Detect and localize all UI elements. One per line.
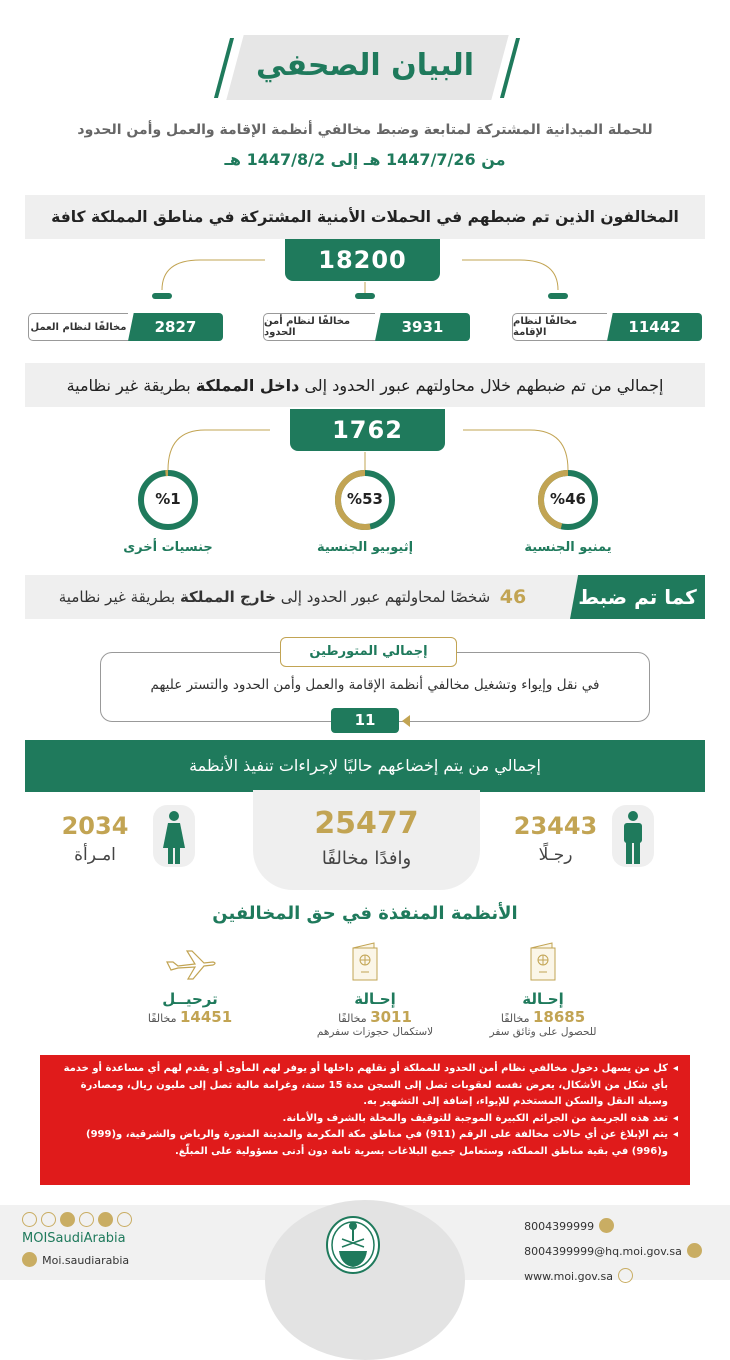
stat-label: مخالفًا لنظام أمن الحدود (263, 313, 375, 341)
inbound-total: 1762 (290, 409, 445, 451)
tiktok-icon[interactable] (79, 1212, 94, 1227)
stat-label: مخالفًا لنظام الإقامة (512, 313, 607, 341)
connector-dash (152, 293, 172, 299)
warning-box: كل من يسهل دخول مخالفي نظام أمن الحدود ل… (40, 1055, 690, 1185)
inbound-heading: إجمالي من تم ضبطهم خلال محاولتهم عبور ال… (25, 363, 705, 407)
subtitle: للحملة الميدانية المشتركة لمتابعة وضبط م… (77, 122, 653, 138)
x-icon[interactable] (22, 1212, 37, 1227)
measure-item: إحـالة 18685 مخالفًا للحصول على وثائق سف… (468, 990, 618, 1038)
snapchat-handle[interactable]: Moi.saudiarabia (42, 1254, 130, 1267)
measure-sub: لاستكمال حجوزات سفرهم (316, 1026, 434, 1038)
stat-residency: مخالفًا لنظام الإقامة 11442 (512, 313, 702, 341)
measure-value: 18685 (532, 1008, 586, 1026)
measure-item: ترحيــل 14451 مخالفًا (115, 990, 265, 1026)
date-range: من 1447/7/26 هـ إلى 1447/8/2 هـ (224, 150, 506, 169)
stat-border: مخالفًا لنظام أمن الحدود 3931 (263, 313, 470, 341)
measure-sub: للحصول على وثائق سفر (489, 1026, 597, 1038)
outbound-tab: كما تم ضبط (570, 575, 705, 619)
donut-value: %53 (347, 490, 383, 508)
heading-text: بطريقة غير نظامية (66, 375, 191, 395)
stat-value: 2827 (128, 313, 223, 341)
website-link[interactable]: www.moi.gov.sa (524, 1270, 613, 1283)
stat-value: 3931 (375, 313, 470, 341)
violators-heading: المخالفون الذين تم ضبطهم في الحملات الأم… (25, 195, 705, 239)
enforcement-total: 25477 (314, 806, 419, 841)
contact-list: 8004399999 8004399999@hq.moi.gov.sa www.… (524, 1215, 702, 1284)
heading-text: إجمالي من تم ضبطهم خلال محاولتهم عبور ال… (304, 375, 664, 395)
connector-lines (167, 429, 569, 471)
passport-icon (352, 942, 378, 981)
measure-title: إحـالة (354, 990, 396, 1008)
enforcement-heading: إجمالي من يتم إخضاعهم حاليًا لإجراءات تن… (25, 740, 705, 792)
measure-item: إحـالة 3011 مخالفًا لاستكمال حجوزات سفره… (290, 990, 460, 1038)
donut-fill (138, 470, 198, 530)
measure-value: 3011 (370, 1008, 412, 1026)
donut-value: %1 (155, 490, 181, 508)
instagram-icon[interactable] (60, 1212, 75, 1227)
man-icon (624, 811, 642, 864)
measure-unit: مخالفًا (500, 1012, 530, 1025)
moi-emblem-logo (326, 1216, 380, 1274)
donut-fill (538, 470, 598, 530)
email-icon (687, 1243, 702, 1258)
phone-link[interactable]: 8004399999 (524, 1220, 595, 1233)
men-label: رجـلًا (538, 845, 573, 865)
measure-unit: مخالفًا (147, 1012, 177, 1025)
snapchat-icon (22, 1252, 37, 1267)
involved-count: 11 (331, 708, 399, 733)
involved-title: إجمالي المتورطين (280, 637, 457, 667)
violators-total: 18200 (285, 239, 440, 281)
stat-value: 11442 (607, 313, 702, 341)
measure-title: إحـالة (522, 990, 564, 1008)
social-links: MOISaudiArabia Moi.saudiarabia (22, 1212, 132, 1268)
warning-item: تعد هذه الجريمة من الجرائم الكبيرة الموج… (52, 1111, 678, 1128)
total-card (253, 790, 480, 890)
outbound-text-part: شخصًا لمحاولتهم عبور الحدود إلى (280, 588, 491, 606)
donut-label: جنسيات أخرى (123, 540, 213, 555)
connector-lines (161, 259, 559, 294)
donut-label: إثيوبيو الجنسية (316, 540, 414, 555)
facebook-icon[interactable] (41, 1212, 56, 1227)
airplane-icon (166, 950, 216, 980)
measures-heading: الأنظمة المنفذة في حق المخالفين (212, 903, 518, 924)
passport-icon (530, 942, 556, 981)
nationality-donuts (138, 470, 598, 530)
outbound-text: 46 شخصًا لمحاولتهم عبور الحدود إلى خارج … (25, 575, 560, 619)
warning-item: يتم الإبلاغ عن أي حالات مخالفة على الرقم… (52, 1127, 678, 1160)
donut-2 (138, 470, 198, 530)
involved-text: في نقل وإيواء وتشغيل مخالفي أنظمة الإقام… (150, 677, 600, 693)
stat-label: مخالفًا لنظام العمل (28, 313, 128, 341)
donut-value: %46 (550, 490, 586, 508)
donut-0 (538, 470, 598, 530)
connector-dash (355, 293, 375, 299)
warning-item: كل من يسهل دخول مخالفي نظام أمن الحدود ل… (52, 1061, 678, 1111)
measure-value: 14451 (179, 1008, 233, 1026)
donut-1 (335, 470, 395, 530)
stat-labor: مخالفًا لنظام العمل 2827 (28, 313, 223, 341)
women-label: امـرأة (74, 845, 116, 865)
donut-fill (335, 470, 395, 530)
arrow-icon (402, 715, 410, 727)
enforcement-total-label: وافدًا مخالفًا (321, 848, 412, 869)
page-title: البيان الصحفي (255, 48, 475, 83)
men-count: 23443 (513, 812, 598, 840)
phone-icon (599, 1218, 615, 1233)
heading-bold: داخل المملكة (195, 375, 300, 395)
measure-title: ترحيــل (162, 990, 218, 1008)
donut-label: يمنيو الجنسية (524, 540, 612, 555)
outbound-text-bold: خارج المملكة (179, 588, 276, 606)
globe-icon (618, 1268, 634, 1283)
woman-icon (163, 811, 185, 864)
women-count: 2034 (61, 812, 129, 840)
social-handle[interactable]: MOISaudiArabia (22, 1231, 126, 1246)
outbound-count: 46 (499, 586, 527, 608)
email-link[interactable]: 8004399999@hq.moi.gov.sa (524, 1245, 682, 1258)
outbound-text-part: بطريقة غير نظامية (58, 588, 176, 606)
telegram-icon[interactable] (117, 1212, 132, 1227)
youtube-icon[interactable] (98, 1212, 113, 1227)
connector-dash (548, 293, 568, 299)
measure-unit: مخالفًا (338, 1012, 367, 1025)
